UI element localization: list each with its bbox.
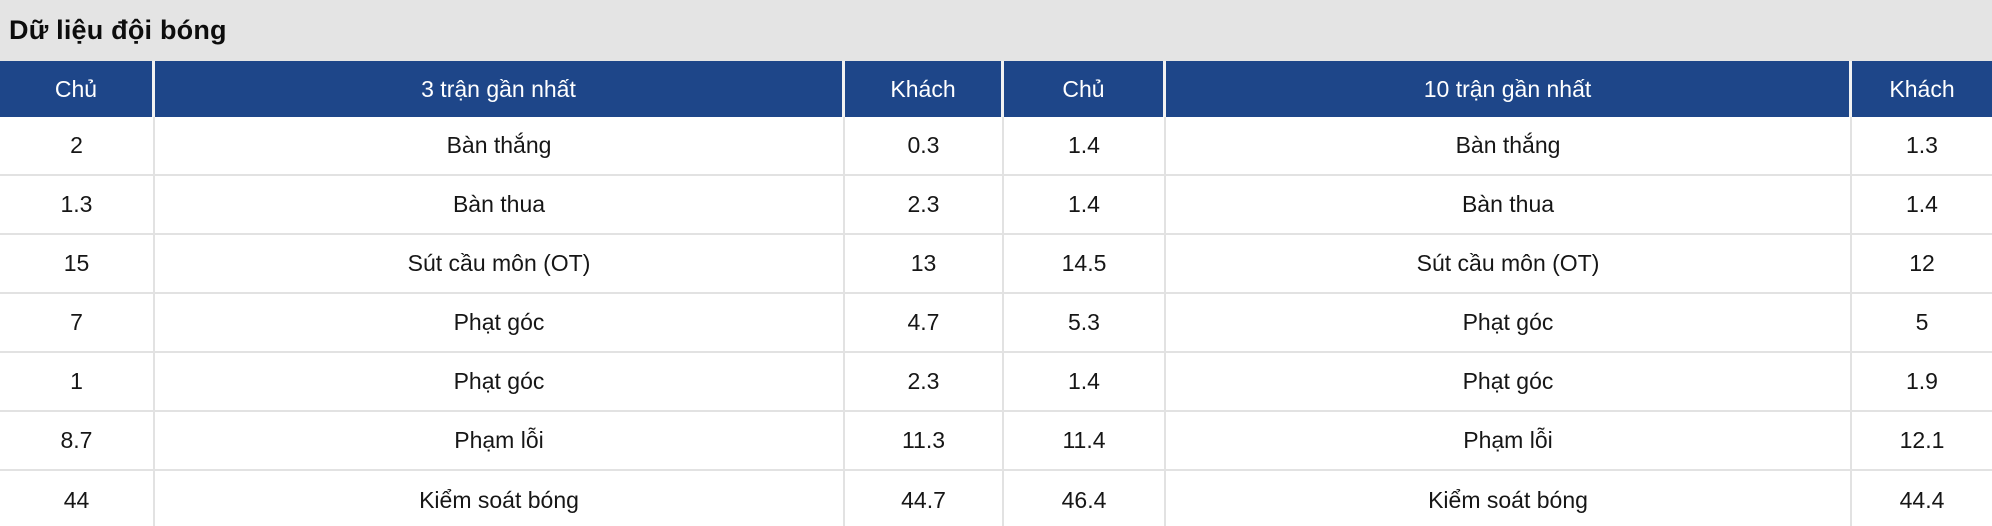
panel-title: Dữ liệu đội bóng (9, 15, 227, 45)
table-row: 7 Phạt góc 4.7 5.3 Phạt góc 5 (0, 294, 1992, 353)
stat-value-cell: 1.4 (1004, 353, 1166, 410)
table-row: 15 Sút cầu môn (OT) 13 14.5 Sút cầu môn (OT)… (0, 235, 1992, 294)
header-cell: 10 trận gần nhất (1166, 61, 1852, 117)
panel-title-bar: Dữ liệu đội bóng (0, 0, 1992, 61)
stat-label-cell: Sút cầu môn (OT) (1166, 235, 1852, 292)
stat-value-cell: 14.5 (1004, 235, 1166, 292)
stat-value-cell: 44.7 (845, 471, 1004, 526)
stat-value-cell: 1.4 (1906, 191, 1938, 217)
table-row: 2 Bàn thắng 0.3 1.4 Bàn thắng 1.3 (0, 117, 1992, 176)
stat-value-cell: 0.3 (845, 117, 1004, 174)
stat-value-cell: 1.4 (1004, 117, 1166, 174)
header-cell: Chủ (0, 61, 155, 117)
stat-value-cell: 5 (1915, 309, 1929, 335)
stat-value-cell: 1 (0, 353, 155, 410)
stat-value-cell: 1.9 (1906, 368, 1938, 394)
table-body: 2 Bàn thắng 0.3 1.4 Bàn thắng 1.3 1.3 Bàn thua 2… (0, 117, 1992, 526)
stat-label-cell: Phạm lỗi (1166, 412, 1852, 469)
stats-table: Chủ 3 trận gần nhất Khách Chủ 10 trận gần nh… (0, 61, 1992, 526)
header-cell: 3 trận gần nhất (155, 61, 845, 117)
stat-value-cell: 12 (1909, 250, 1935, 276)
table-row: 1 Phạt góc 2.3 1.4 Phạt góc 1.9 (0, 353, 1992, 412)
stat-label-cell: Phạm lỗi (155, 412, 845, 469)
stat-label-cell: Phạt góc (1166, 353, 1852, 410)
stat-label-cell: Kiểm soát bóng (155, 471, 845, 526)
stat-value-cell: 8.7 (0, 412, 155, 469)
stat-value-cell: 12.1 (1899, 427, 1945, 453)
stat-label-cell: Phạt góc (155, 294, 845, 351)
stat-label-cell: Bàn thua (155, 176, 845, 233)
stat-value-cell: 2.3 (845, 353, 1004, 410)
stat-value-cell: 46.4 (1004, 471, 1166, 526)
stat-value-cell: 7 (0, 294, 155, 351)
stat-value-cell: 4.7 (845, 294, 1004, 351)
table-row: 8.7 Phạm lỗi 11.3 11.4 Phạm lỗi 12.1 (0, 412, 1992, 471)
stat-value-cell: 1.3 (0, 176, 155, 233)
stat-label-cell: Kiểm soát bóng (1166, 471, 1852, 526)
table-row: 1.3 Bàn thua 2.3 1.4 Bàn thua 1.4 (0, 176, 1992, 235)
stat-value-cell: 5.3 (1004, 294, 1166, 351)
stat-value-cell: 44 (0, 471, 155, 526)
header-cell: Khách (845, 61, 1004, 117)
stat-value-cell: 44.4 (1899, 487, 1945, 513)
stat-value-cell: 2 (0, 117, 155, 174)
table-header-row: Chủ 3 trận gần nhất Khách Chủ 10 trận gần nh… (0, 61, 1992, 117)
stat-value-cell: 13 (845, 235, 1004, 292)
table-row: 44 Kiểm soát bóng 44.7 46.4 Kiểm soát bóng 44… (0, 471, 1992, 526)
stat-value-cell: 1.3 (1906, 132, 1938, 158)
stat-value-cell: 2.3 (845, 176, 1004, 233)
stat-value-cell: 11.3 (845, 412, 1004, 469)
stat-value-cell: 1.4 (1004, 176, 1166, 233)
header-cell: Chủ (1004, 61, 1166, 117)
stat-label-cell: Bàn thua (1166, 176, 1852, 233)
stat-label-cell: Bàn thắng (155, 117, 845, 174)
header-cell: Khách (1889, 75, 1955, 102)
stat-label-cell: Phạt góc (1166, 294, 1852, 351)
stat-label-cell: Sút cầu môn (OT) (155, 235, 845, 292)
stat-value-cell: 15 (0, 235, 155, 292)
stat-value-cell: 11.4 (1004, 412, 1166, 469)
stat-label-cell: Phạt góc (155, 353, 845, 410)
stat-label-cell: Bàn thắng (1166, 117, 1852, 174)
